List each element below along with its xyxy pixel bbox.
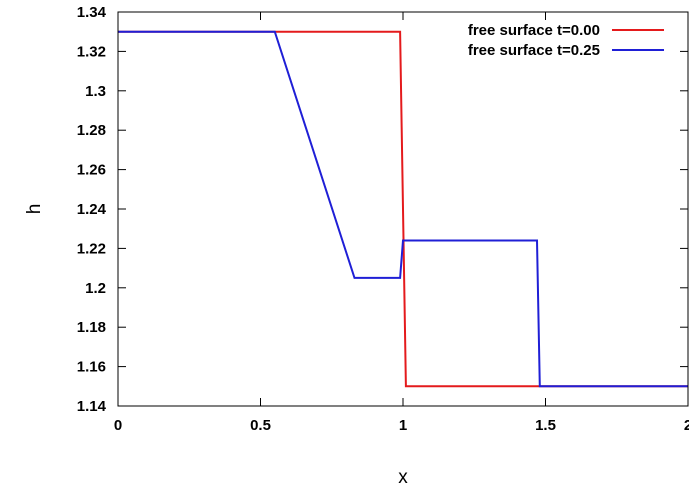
tick-labels: 1.14 1.16 1.18 1.2 1.22 1.24 1.26 1.28 1.3 1.32 1.… — [77, 4, 689, 434]
y-tick-label: 1.24 — [77, 201, 107, 218]
y-tick-label: 1.3 — [85, 83, 106, 100]
series-line-1 — [118, 30, 688, 388]
x-tick-label: 0.5 — [250, 417, 271, 434]
x-tick-label: 1 — [399, 417, 407, 434]
x-tick-label: 2 — [684, 417, 689, 434]
y-tick-label: 1.34 — [77, 4, 107, 21]
y-tick-label: 1.16 — [77, 359, 106, 376]
y-tick-label: 1.14 — [77, 398, 107, 415]
x-axis-title: x — [398, 467, 408, 488]
series-line-2 — [118, 30, 688, 388]
x-tick-label: 1.5 — [535, 417, 556, 434]
y-tick-label: 1.18 — [77, 319, 106, 336]
y-tick-label: 1.22 — [77, 240, 106, 257]
plot-frame — [117, 11, 689, 407]
legend: free surface t=0.00 free surface t=0.25 — [468, 22, 664, 59]
y-tick-label: 1.28 — [77, 122, 106, 139]
series-lines — [118, 30, 688, 388]
y-tick-label: 1.2 — [85, 280, 106, 297]
y-axis-title: h — [24, 204, 45, 215]
y-tick-label: 1.26 — [77, 162, 106, 179]
x-tick-label: 0 — [114, 417, 122, 434]
legend-label: free surface t=0.00 — [468, 22, 600, 39]
y-tick-label: 1.32 — [77, 43, 106, 60]
legend-label: free surface t=0.25 — [468, 42, 600, 59]
